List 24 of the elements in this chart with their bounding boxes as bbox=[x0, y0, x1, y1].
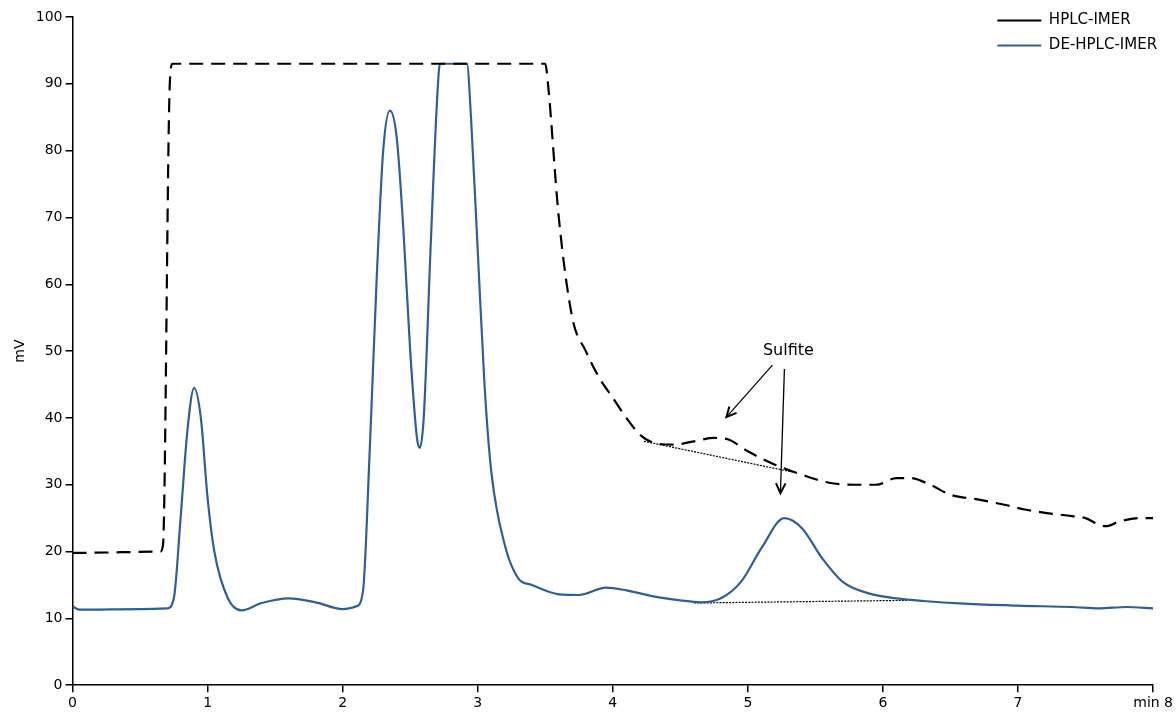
y-tick-label: 30 bbox=[44, 475, 63, 492]
y-tick-label: 60 bbox=[44, 274, 63, 291]
x-tick-label: 6 bbox=[878, 694, 888, 711]
annotation: Sulfite bbox=[762, 340, 814, 360]
y-tick-label: 20 bbox=[44, 542, 63, 559]
y-tick-label: 50 bbox=[44, 341, 63, 358]
y-tick-label: 10 bbox=[44, 609, 63, 626]
x-tick-label: 4 bbox=[608, 694, 618, 711]
x-tick-label: 5 bbox=[743, 694, 753, 711]
x-tick-label: 2 bbox=[338, 694, 348, 711]
x-tick-label: 1 bbox=[203, 694, 213, 711]
y-tick-label: 0 bbox=[53, 675, 63, 692]
y-tick-label: 90 bbox=[44, 74, 63, 91]
legend-label: DE-HPLC-IMER bbox=[1048, 35, 1158, 54]
legend-label: HPLC-IMER bbox=[1048, 10, 1131, 29]
y-tick-label: 100 bbox=[35, 7, 63, 24]
x-tick-label: 0 bbox=[68, 694, 77, 711]
y-tick-label: 80 bbox=[44, 141, 63, 158]
x-tick-label: 7 bbox=[1013, 694, 1023, 711]
y-tick-label: 40 bbox=[44, 408, 63, 425]
x-tick-label: min 8 bbox=[1133, 694, 1173, 711]
x-tick-label: 3 bbox=[473, 694, 483, 711]
y-tick-label: 70 bbox=[44, 208, 63, 225]
y-axis-title: mV bbox=[11, 339, 28, 363]
